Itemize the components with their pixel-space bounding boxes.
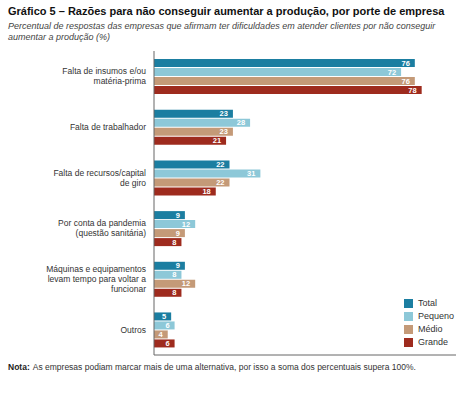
svg-text:Por conta da pandemia(questão: Por conta da pandemia(questão sanitária) [58,218,146,238]
html-text:Grande: Grande [418,337,448,347]
svg-text:28: 28 [237,118,245,127]
html-text:Percentual de respostas das em: Percentual de respostas das empresas que… [8,21,436,42]
svg-text:12: 12 [182,279,190,288]
svg-text:22: 22 [216,178,224,187]
svg-text:Falta de recursos/capitalde gi: Falta de recursos/capitalde giro [53,168,146,188]
svg-text:9: 9 [176,211,180,220]
html-text:Gráfico 5 – Razões para não co: Gráfico 5 – Razões para não conseguir au… [8,5,445,17]
svg-text:18: 18 [202,187,210,196]
svg-text:Falta de trabalhador: Falta de trabalhador [70,122,146,132]
svg-text:76: 76 [401,59,409,68]
svg-text:23: 23 [220,127,228,136]
svg-text:Falta de insumos e/oumatéria-p: Falta de insumos e/oumatéria-prima [62,66,146,86]
svg-text:23: 23 [220,109,228,118]
svg-text:8: 8 [172,288,176,297]
svg-text:8: 8 [172,238,176,247]
svg-text:9: 9 [176,261,180,270]
svg-text:6: 6 [165,339,169,348]
svg-text:6: 6 [165,321,169,330]
svg-text:22: 22 [216,160,224,169]
svg-text:76: 76 [401,77,409,86]
html-text:Nota: As empresas podiam marca: Nota: As empresas podiam marcar mais de … [8,362,416,372]
svg-text:78: 78 [408,86,416,95]
svg-text:5: 5 [162,312,166,321]
svg-text:72: 72 [388,68,396,77]
svg-text:31: 31 [247,169,255,178]
svg-text:4: 4 [159,330,164,339]
svg-text:12: 12 [182,220,190,229]
svg-text:8: 8 [172,270,176,279]
html-text:Médio: Médio [418,324,443,334]
html-text:Pequeno: Pequeno [418,311,454,321]
svg-text:9: 9 [176,229,180,238]
svg-text:Máquinas e equipamentoslevam t: Máquinas e equipamentoslevam tempo para … [46,264,146,294]
html-text:Total: Total [418,298,437,308]
svg-text:Outros: Outros [120,325,146,335]
svg-text:21: 21 [213,136,221,145]
